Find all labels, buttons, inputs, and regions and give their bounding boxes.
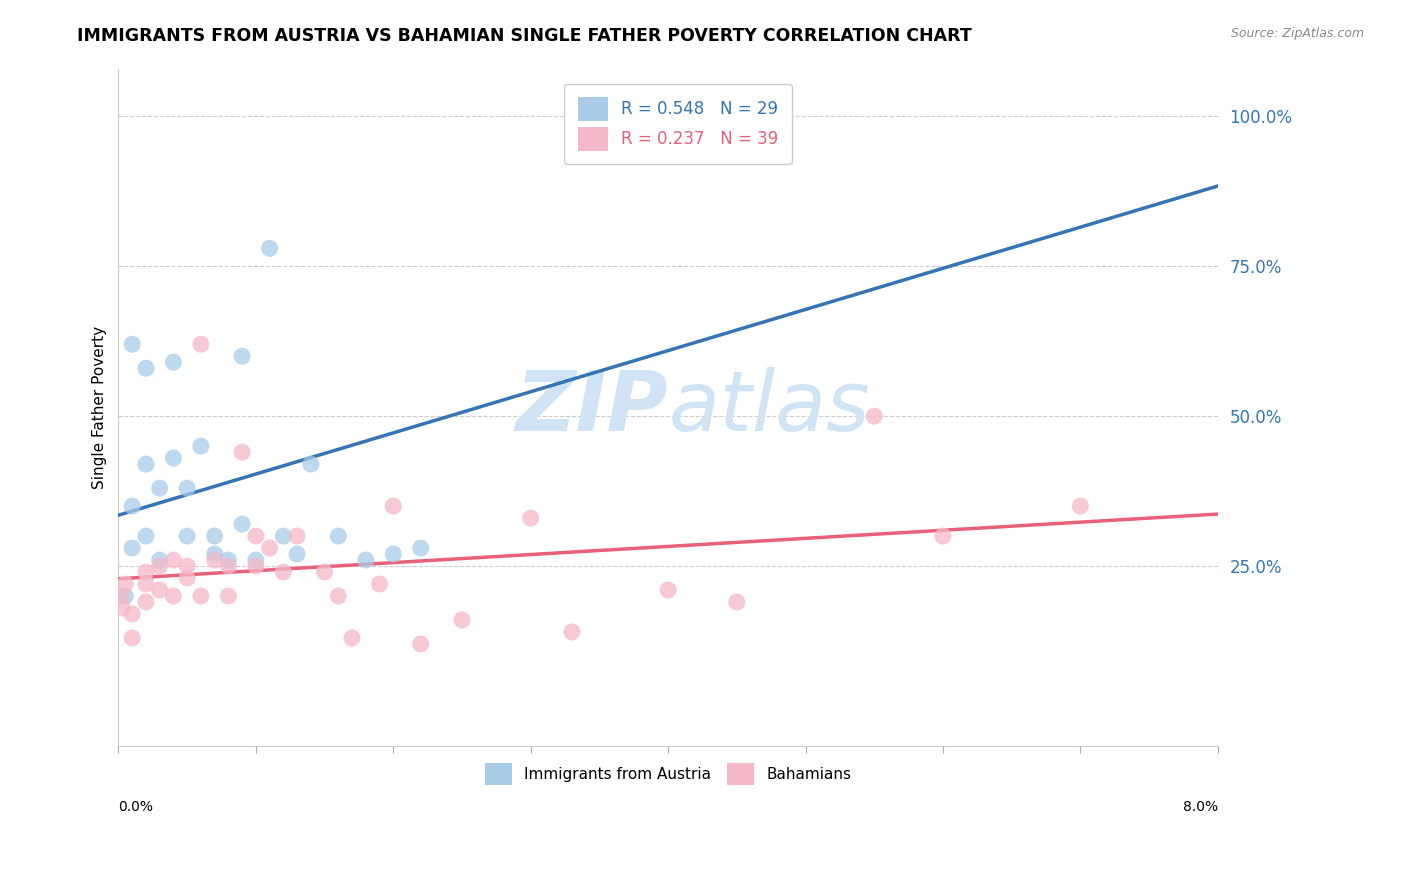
Point	[149, 481, 172, 495]
Point	[725, 595, 748, 609]
Point	[176, 571, 198, 585]
Point	[114, 589, 136, 603]
Point	[314, 565, 336, 579]
Point	[382, 499, 405, 513]
Point	[328, 589, 350, 603]
Point	[111, 601, 134, 615]
Y-axis label: Single Father Poverty: Single Father Poverty	[93, 326, 107, 489]
Text: ZIP: ZIP	[516, 367, 668, 448]
Point	[121, 337, 143, 351]
Point	[273, 529, 295, 543]
Point	[217, 559, 239, 574]
Point	[149, 559, 172, 574]
Point	[204, 547, 226, 561]
Point	[368, 577, 391, 591]
Point	[340, 631, 363, 645]
Point	[409, 637, 432, 651]
Point	[1069, 499, 1091, 513]
Point	[519, 511, 541, 525]
Point	[259, 541, 281, 555]
Point	[245, 559, 267, 574]
Text: 0.0%: 0.0%	[118, 800, 153, 814]
Point	[114, 577, 136, 591]
Point	[217, 589, 239, 603]
Point	[135, 457, 157, 471]
Text: IMMIGRANTS FROM AUSTRIA VS BAHAMIAN SINGLE FATHER POVERTY CORRELATION CHART: IMMIGRANTS FROM AUSTRIA VS BAHAMIAN SING…	[77, 27, 972, 45]
Point	[863, 409, 886, 424]
Point	[231, 517, 253, 532]
Point	[135, 361, 157, 376]
Legend: Immigrants from Austria, Bahamians: Immigrants from Austria, Bahamians	[477, 756, 859, 792]
Point	[176, 481, 198, 495]
Point	[162, 355, 184, 369]
Text: Source: ZipAtlas.com: Source: ZipAtlas.com	[1230, 27, 1364, 40]
Point	[451, 613, 474, 627]
Point	[162, 553, 184, 567]
Point	[162, 451, 184, 466]
Point	[273, 565, 295, 579]
Point	[176, 559, 198, 574]
Point	[231, 445, 253, 459]
Point	[149, 582, 172, 597]
Point	[204, 529, 226, 543]
Point	[354, 553, 377, 567]
Point	[245, 529, 267, 543]
Point	[259, 241, 281, 255]
Point	[135, 565, 157, 579]
Point	[149, 553, 172, 567]
Point	[285, 547, 308, 561]
Point	[190, 589, 212, 603]
Point	[561, 624, 583, 639]
Point	[231, 349, 253, 363]
Point	[245, 553, 267, 567]
Point	[657, 582, 679, 597]
Text: 8.0%: 8.0%	[1182, 800, 1218, 814]
Point	[285, 529, 308, 543]
Point	[121, 631, 143, 645]
Point	[121, 607, 143, 621]
Point	[162, 589, 184, 603]
Point	[135, 595, 157, 609]
Point	[121, 499, 143, 513]
Point	[110, 589, 132, 603]
Text: atlas: atlas	[668, 367, 870, 448]
Point	[409, 541, 432, 555]
Point	[135, 529, 157, 543]
Point	[190, 337, 212, 351]
Point	[328, 529, 350, 543]
Point	[121, 541, 143, 555]
Point	[190, 439, 212, 453]
Point	[135, 577, 157, 591]
Point	[204, 553, 226, 567]
Point	[176, 529, 198, 543]
Point	[382, 547, 405, 561]
Point	[932, 529, 955, 543]
Point	[588, 110, 610, 124]
Point	[217, 553, 239, 567]
Point	[299, 457, 322, 471]
